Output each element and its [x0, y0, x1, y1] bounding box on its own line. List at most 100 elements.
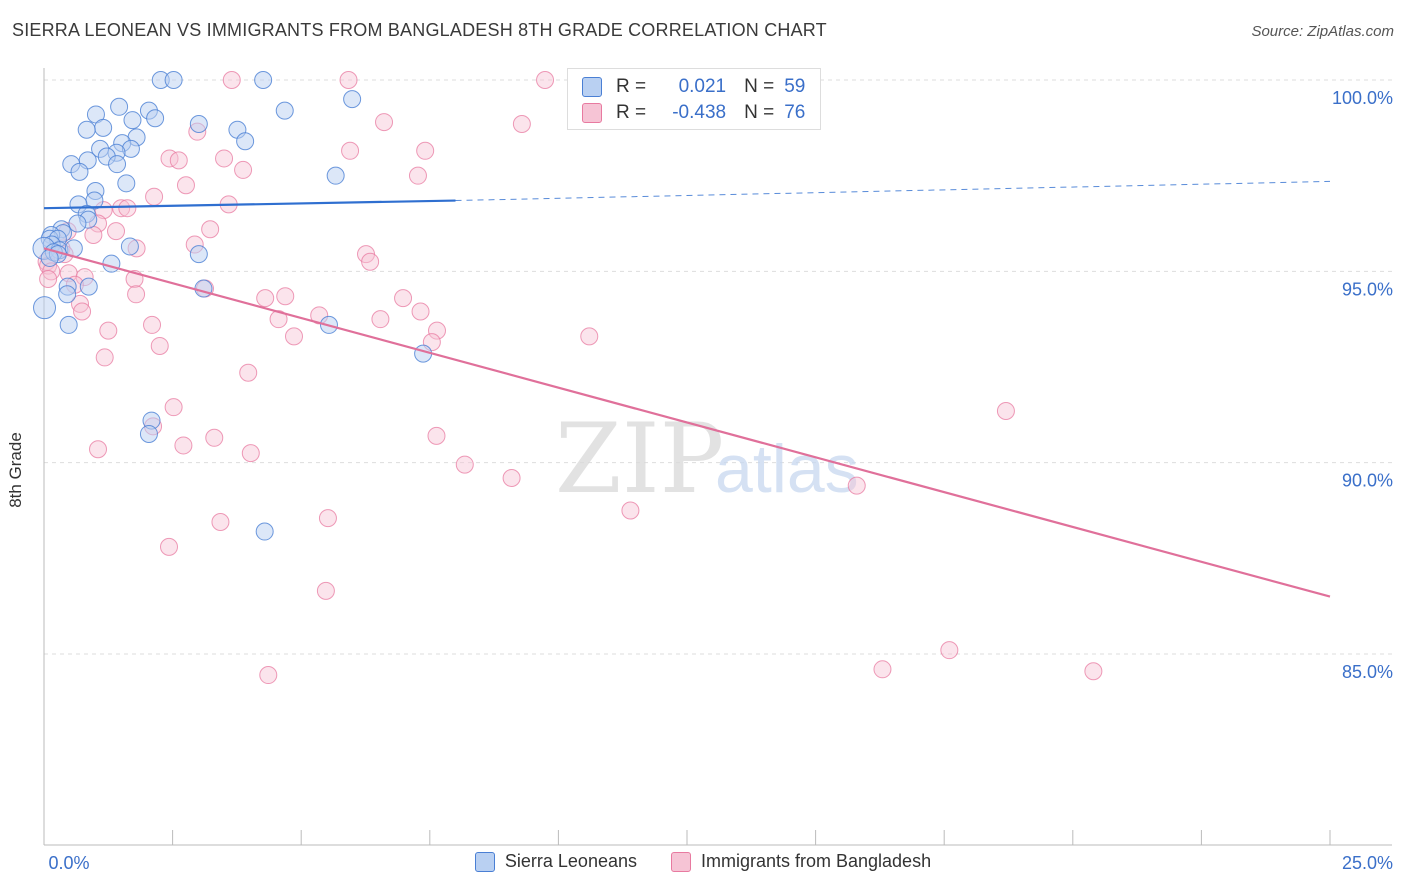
- point-bangladesh: [873, 660, 892, 679]
- point-sierra-leoneans: [68, 214, 87, 233]
- point-sierra-leoneans: [33, 296, 57, 320]
- point-bangladesh: [316, 581, 335, 600]
- point-bangladesh: [512, 115, 531, 134]
- point-sierra-leoneans: [58, 285, 77, 304]
- point-sierra-leoneans: [189, 245, 208, 264]
- point-bangladesh: [234, 160, 253, 179]
- legend-label-sierra-leoneans: Sierra Leoneans: [504, 851, 637, 871]
- point-bangladesh: [259, 666, 278, 685]
- point-bangladesh: [174, 436, 193, 455]
- point-sierra-leoneans: [255, 522, 274, 541]
- point-bangladesh: [211, 512, 230, 531]
- x-tick-label-min: 0.0%: [48, 853, 89, 873]
- y-tick-label: 85.0%: [1342, 662, 1393, 682]
- point-bangladesh: [996, 402, 1015, 421]
- y-axis-label: 8th Grade: [6, 432, 25, 508]
- point-bangladesh: [143, 315, 162, 334]
- point-bangladesh: [118, 199, 137, 218]
- point-bangladesh: [150, 336, 169, 355]
- n-label: N =: [744, 76, 775, 97]
- point-bangladesh: [621, 501, 640, 520]
- watermark-zip: ZIP: [555, 403, 724, 515]
- point-sierra-leoneans: [254, 71, 273, 89]
- watermark: ZIP atlas: [555, 403, 859, 515]
- stats-swatch-blue: [582, 77, 602, 97]
- tick-labels: 100.0% 95.0% 90.0% 85.0% 0.0% 25.0%: [48, 88, 1393, 873]
- point-bangladesh: [107, 222, 126, 241]
- point-bangladesh: [502, 468, 521, 487]
- point-bangladesh: [222, 71, 241, 89]
- point-bangladesh: [361, 252, 380, 271]
- point-bangladesh: [71, 294, 90, 313]
- point-bangladesh: [847, 476, 866, 495]
- point-bangladesh: [84, 225, 103, 244]
- point-sierra-leoneans: [110, 97, 129, 116]
- n-value-bangladesh: 76: [784, 102, 806, 123]
- point-sierra-leoneans: [79, 277, 98, 296]
- point-sierra-leoneans: [326, 166, 345, 185]
- r-value-bangladesh: -0.438: [672, 102, 727, 123]
- n-label: N =: [744, 102, 775, 123]
- point-bangladesh: [371, 310, 390, 329]
- point-bangladesh: [408, 166, 427, 185]
- point-bangladesh: [940, 641, 959, 660]
- point-bangladesh: [95, 348, 114, 367]
- point-bangladesh: [176, 176, 195, 195]
- point-bangladesh: [536, 71, 555, 89]
- point-bangladesh: [160, 149, 179, 168]
- point-bangladesh: [341, 141, 360, 160]
- watermark-atlas: atlas: [715, 431, 859, 507]
- series-bangladesh-points: [37, 71, 1103, 685]
- r-label: R =: [616, 102, 647, 123]
- point-bangladesh: [269, 310, 288, 329]
- point-bangladesh: [112, 199, 131, 218]
- legend-item-sierra-leoneans[interactable]: Sierra Leoneans: [474, 851, 637, 872]
- chart-title: SIERRA LEONEAN VS IMMIGRANTS FROM BANGLA…: [12, 20, 827, 40]
- point-bangladesh: [127, 285, 146, 304]
- x-tick-label-max: 25.0%: [1342, 853, 1393, 873]
- point-sierra-leoneans: [194, 279, 213, 298]
- point-bangladesh: [276, 287, 295, 306]
- point-sierra-leoneans: [117, 174, 136, 193]
- point-bangladesh: [145, 187, 164, 206]
- r-value-sierra-leoneans: 0.021: [678, 76, 727, 97]
- point-bangladesh: [411, 302, 430, 321]
- point-sierra-leoneans: [108, 155, 127, 174]
- stats-swatch-pink: [582, 103, 602, 123]
- point-sierra-leoneans: [102, 254, 121, 273]
- trend-line-bangladesh: [43, 247, 1331, 598]
- stats-row-bangladesh: R = -0.438 N = 76: [582, 101, 805, 125]
- point-bangladesh: [1084, 662, 1103, 681]
- point-bangladesh: [73, 302, 92, 321]
- point-sierra-leoneans: [120, 237, 139, 256]
- series-sierra-leoneans-points: [32, 71, 433, 541]
- y-tick-label: 90.0%: [1342, 471, 1393, 491]
- point-sierra-leoneans: [146, 109, 165, 128]
- point-bangladesh: [284, 327, 303, 346]
- point-bangladesh: [580, 327, 599, 346]
- point-bangladesh: [99, 321, 118, 340]
- point-bangladesh: [394, 289, 413, 308]
- point-bangladesh: [428, 321, 447, 340]
- point-sierra-leoneans: [189, 115, 208, 134]
- point-bangladesh: [339, 71, 358, 89]
- point-sierra-leoneans: [139, 424, 158, 443]
- point-sierra-leoneans: [275, 101, 294, 120]
- n-value-sierra-leoneans: 59: [784, 76, 806, 97]
- stats-row-sierra-leoneans: R = 0.021 N = 59: [582, 75, 805, 99]
- point-bangladesh: [201, 220, 220, 239]
- point-sierra-leoneans: [59, 315, 78, 334]
- trend-lines: [43, 180, 1331, 598]
- legend-item-bangladesh[interactable]: Immigrants from Bangladesh: [670, 851, 932, 872]
- y-tick-label: 95.0%: [1342, 279, 1393, 299]
- point-sierra-leoneans: [70, 162, 89, 181]
- point-bangladesh: [169, 151, 188, 170]
- point-bangladesh: [318, 509, 337, 528]
- trend-line-sierra-leoneans: [43, 199, 456, 210]
- legend-label-bangladesh: Immigrants from Bangladesh: [700, 851, 932, 871]
- point-bangladesh: [375, 113, 394, 132]
- point-bangladesh: [159, 537, 178, 556]
- point-sierra-leoneans: [123, 111, 142, 130]
- point-bangladesh: [416, 141, 435, 160]
